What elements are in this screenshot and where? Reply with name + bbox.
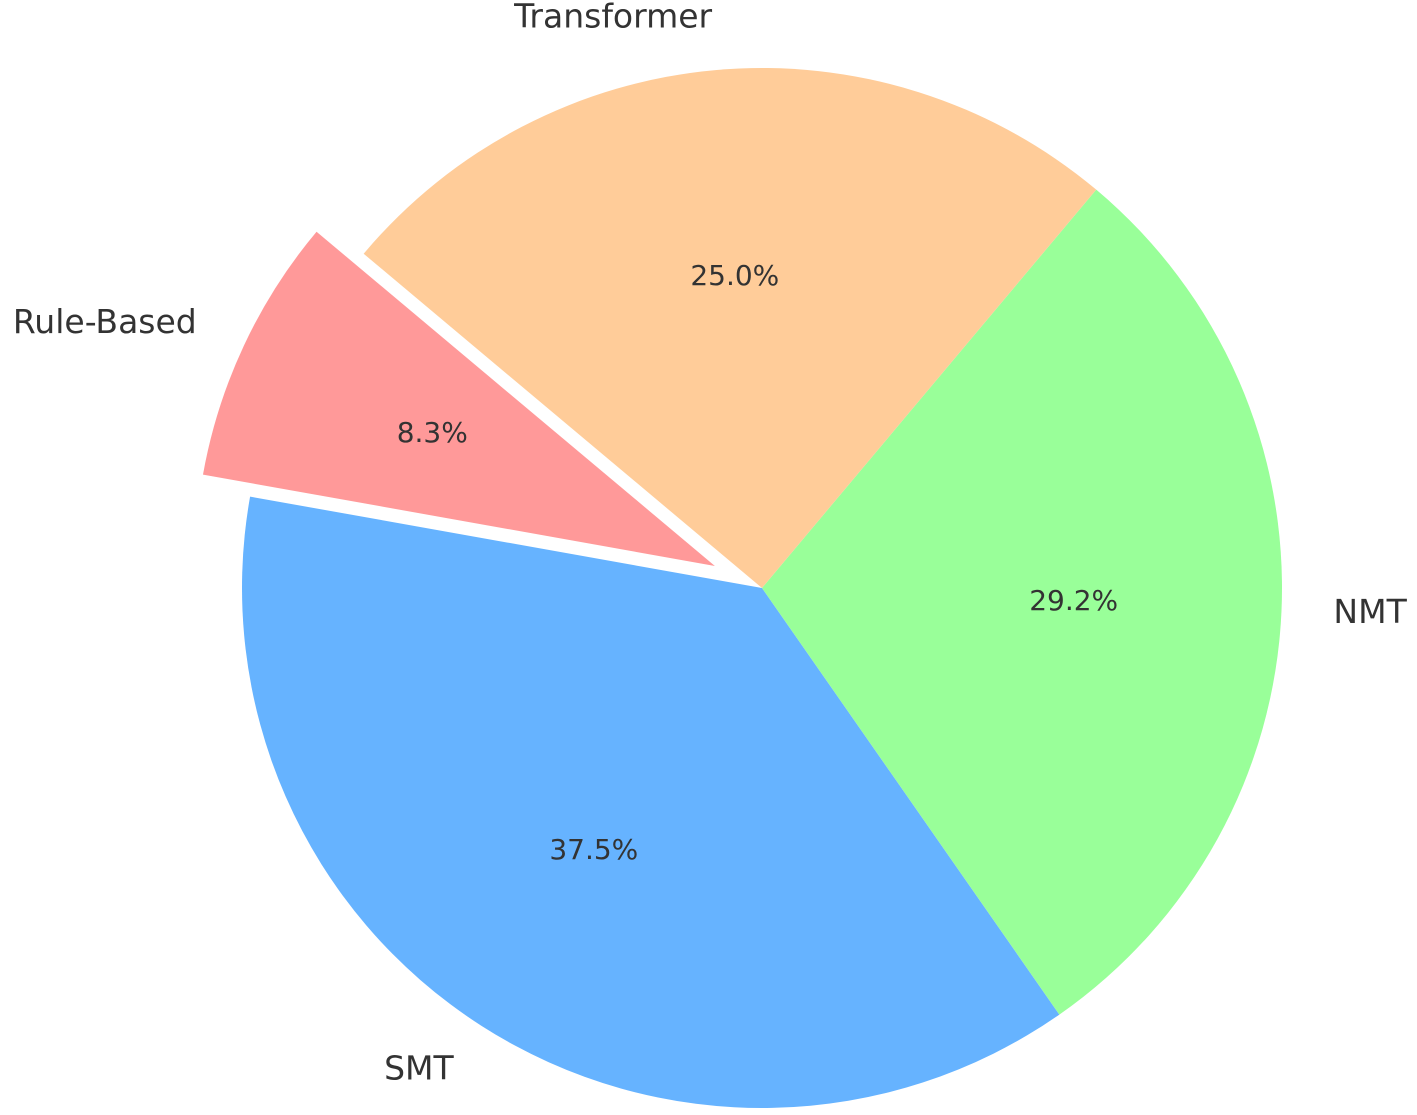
pie-slice <box>202 231 715 566</box>
slice-label: NMT <box>1333 592 1407 631</box>
pie-slice <box>242 496 1060 1108</box>
slice-percent: 25.0% <box>690 259 779 292</box>
slice-percent: 37.5% <box>549 833 638 866</box>
slice-percent: 29.2% <box>1029 584 1118 617</box>
slice-percent: 8.3% <box>397 416 468 449</box>
pie-slice <box>762 189 1283 1015</box>
slice-label: Transformer <box>513 0 712 36</box>
pie-slice <box>363 68 1097 589</box>
slice-label: SMT <box>384 1048 454 1087</box>
slice-label: Rule-Based <box>13 302 197 341</box>
